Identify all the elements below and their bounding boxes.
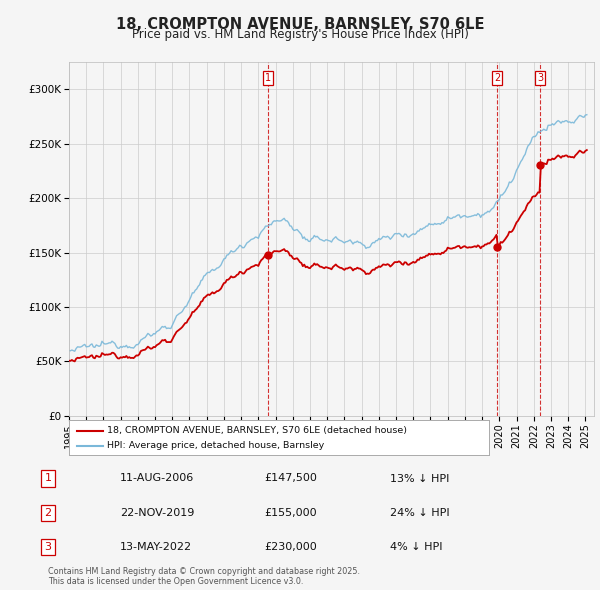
Text: 3: 3: [537, 73, 543, 83]
Text: 3: 3: [44, 542, 52, 552]
Text: 13-MAY-2022: 13-MAY-2022: [120, 542, 192, 552]
Text: 18, CROMPTON AVENUE, BARNSLEY, S70 6LE (detached house): 18, CROMPTON AVENUE, BARNSLEY, S70 6LE (…: [107, 426, 407, 435]
Text: Price paid vs. HM Land Registry's House Price Index (HPI): Price paid vs. HM Land Registry's House …: [131, 28, 469, 41]
Text: 1: 1: [44, 474, 52, 483]
Text: HPI: Average price, detached house, Barnsley: HPI: Average price, detached house, Barn…: [107, 441, 324, 450]
Text: 24% ↓ HPI: 24% ↓ HPI: [390, 508, 449, 517]
Text: £147,500: £147,500: [264, 474, 317, 483]
Text: 1: 1: [265, 73, 271, 83]
Text: Contains HM Land Registry data © Crown copyright and database right 2025.
This d: Contains HM Land Registry data © Crown c…: [48, 567, 360, 586]
Text: 22-NOV-2019: 22-NOV-2019: [120, 508, 194, 517]
Text: 18, CROMPTON AVENUE, BARNSLEY, S70 6LE: 18, CROMPTON AVENUE, BARNSLEY, S70 6LE: [116, 17, 484, 31]
Text: 13% ↓ HPI: 13% ↓ HPI: [390, 474, 449, 483]
Text: 4% ↓ HPI: 4% ↓ HPI: [390, 542, 443, 552]
Text: £230,000: £230,000: [264, 542, 317, 552]
Text: 2: 2: [494, 73, 500, 83]
Text: 11-AUG-2006: 11-AUG-2006: [120, 474, 194, 483]
Text: £155,000: £155,000: [264, 508, 317, 517]
Text: 2: 2: [44, 508, 52, 517]
